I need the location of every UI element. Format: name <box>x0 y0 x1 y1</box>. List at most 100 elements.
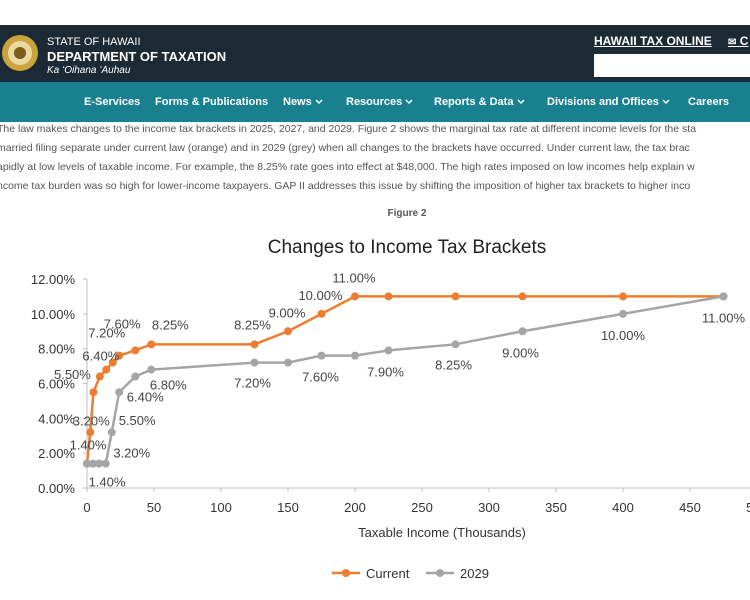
data-label: 7.60% <box>302 370 339 385</box>
nav-label[interactable]: News <box>283 96 312 108</box>
data-label: 9.00% <box>502 345 539 360</box>
seal <box>2 35 38 71</box>
chart-title: Changes to Income Tax Brackets <box>268 237 546 258</box>
x-axis-title: Taxable Income (Thousands) <box>358 525 526 540</box>
point <box>95 372 104 381</box>
point <box>351 351 359 360</box>
x-tick-label: 250 <box>411 500 433 515</box>
point <box>89 459 98 468</box>
nav-item[interactable]: Divisions and Offices <box>547 96 670 108</box>
nav-item[interactable]: Forms & Publications <box>155 96 268 108</box>
data-label: 10.00% <box>298 288 343 303</box>
nav-label[interactable]: Resources <box>346 96 403 108</box>
y-tick-label: 10.00% <box>31 307 76 322</box>
data-label: 5.50% <box>119 413 156 428</box>
data-label: 3.20% <box>73 413 110 428</box>
point <box>108 358 117 367</box>
nav-label[interactable]: Divisions and Offices <box>547 96 659 108</box>
point <box>451 292 460 301</box>
point <box>250 358 259 367</box>
data-label: 7.20% <box>234 376 271 391</box>
point <box>131 346 140 355</box>
nav-label[interactable]: Reports & Data <box>434 96 514 108</box>
point <box>147 340 156 349</box>
point <box>284 358 292 367</box>
point <box>317 351 326 360</box>
x-tick-label: 150 <box>277 500 299 515</box>
point <box>107 428 116 437</box>
y-tick-label: 8.00% <box>38 342 75 357</box>
data-label: 6.40% <box>82 349 119 364</box>
data-label: 6.40% <box>127 390 164 405</box>
nav-label[interactable]: E-Services <box>84 96 141 108</box>
point <box>102 365 111 374</box>
state-name: STATE OF HAWAII <box>47 36 141 48</box>
nav-item[interactable]: Resources <box>346 96 413 108</box>
tax-online-link[interactable]: HAWAII TAX ONLINE <box>594 34 712 48</box>
data-label: 5.50% <box>54 367 91 382</box>
x-tick-label: 450 <box>679 500 701 515</box>
point <box>451 340 460 349</box>
contact-text[interactable]: C <box>739 34 749 48</box>
figure-label: Figure 2 <box>388 208 427 219</box>
x-tick-label: 200 <box>344 500 366 515</box>
paragraph-line: ncome tax burden was so high for lower-i… <box>0 180 691 192</box>
data-label: 7.90% <box>367 364 404 379</box>
y-tick-label: 2.00% <box>38 446 75 461</box>
contact-link[interactable]: ✉ C <box>728 34 749 48</box>
point <box>384 292 393 301</box>
nav-item[interactable]: E-Services <box>84 96 140 108</box>
point <box>518 327 527 336</box>
data-label: 7.60% <box>104 317 141 332</box>
nav-item[interactable]: News <box>283 96 323 108</box>
y-tick-label: 0.00% <box>38 481 75 496</box>
nav-item[interactable]: Reports & Data <box>434 96 525 108</box>
data-label: 8.25% <box>152 317 189 332</box>
nav-item[interactable]: Careers <box>688 96 729 108</box>
header: STATE OF HAWAII DEPARTMENT OF TAXATION K… <box>0 25 750 82</box>
series: 1.40%3.20%5.50%6.40%7.20%7.60% 8.25% 8.25%… <box>54 270 728 468</box>
point <box>250 340 259 349</box>
point <box>619 309 627 318</box>
paragraph-line: married filing separate under current la… <box>0 142 690 154</box>
x-tick-label: 350 <box>545 500 567 515</box>
point <box>619 292 627 301</box>
y-tick-label: 12.00% <box>31 272 76 287</box>
point <box>131 372 140 381</box>
point <box>115 388 124 397</box>
data-label: 9.00% <box>269 305 306 320</box>
point <box>351 292 359 301</box>
data-label: 8.25% <box>435 357 472 372</box>
legend-marker <box>342 569 350 577</box>
search-box[interactable] <box>594 54 750 77</box>
point <box>147 365 156 374</box>
x-tick-label: 0 <box>83 500 90 515</box>
legend-marker <box>436 569 444 577</box>
x-tick-label: 100 <box>210 500 232 515</box>
nav-label[interactable]: Forms & Publications <box>155 96 269 108</box>
nav-label[interactable]: Careers <box>688 96 729 108</box>
point <box>317 309 326 318</box>
data-label: 11.00% <box>702 310 746 325</box>
point <box>86 428 95 437</box>
chevron <box>662 99 670 105</box>
point <box>101 459 110 468</box>
nav-bar: E-Services Forms & Publications News Resou… <box>0 82 750 122</box>
paragraph-line: The law makes changes to the income tax … <box>0 123 697 135</box>
data-label: 11.00% <box>332 270 376 285</box>
data-label: 7.20% <box>88 326 125 341</box>
chevron <box>315 99 323 105</box>
data-label: 1.40% <box>89 475 126 490</box>
y-tick-label: 4.00% <box>38 411 75 426</box>
legend-label: 2029 <box>460 566 489 581</box>
data-label: 1.40% <box>70 438 107 453</box>
x-tick-label: 500 <box>746 500 750 515</box>
x-tick-label: 50 <box>147 500 161 515</box>
chevron <box>405 99 413 105</box>
motto: Ka ʻOihana ʻAuhau <box>47 65 131 76</box>
chevron <box>517 99 525 105</box>
paragraph-line: apidly at low levels of taxable income. … <box>0 161 695 173</box>
x-tick-label: 400 <box>612 500 634 515</box>
